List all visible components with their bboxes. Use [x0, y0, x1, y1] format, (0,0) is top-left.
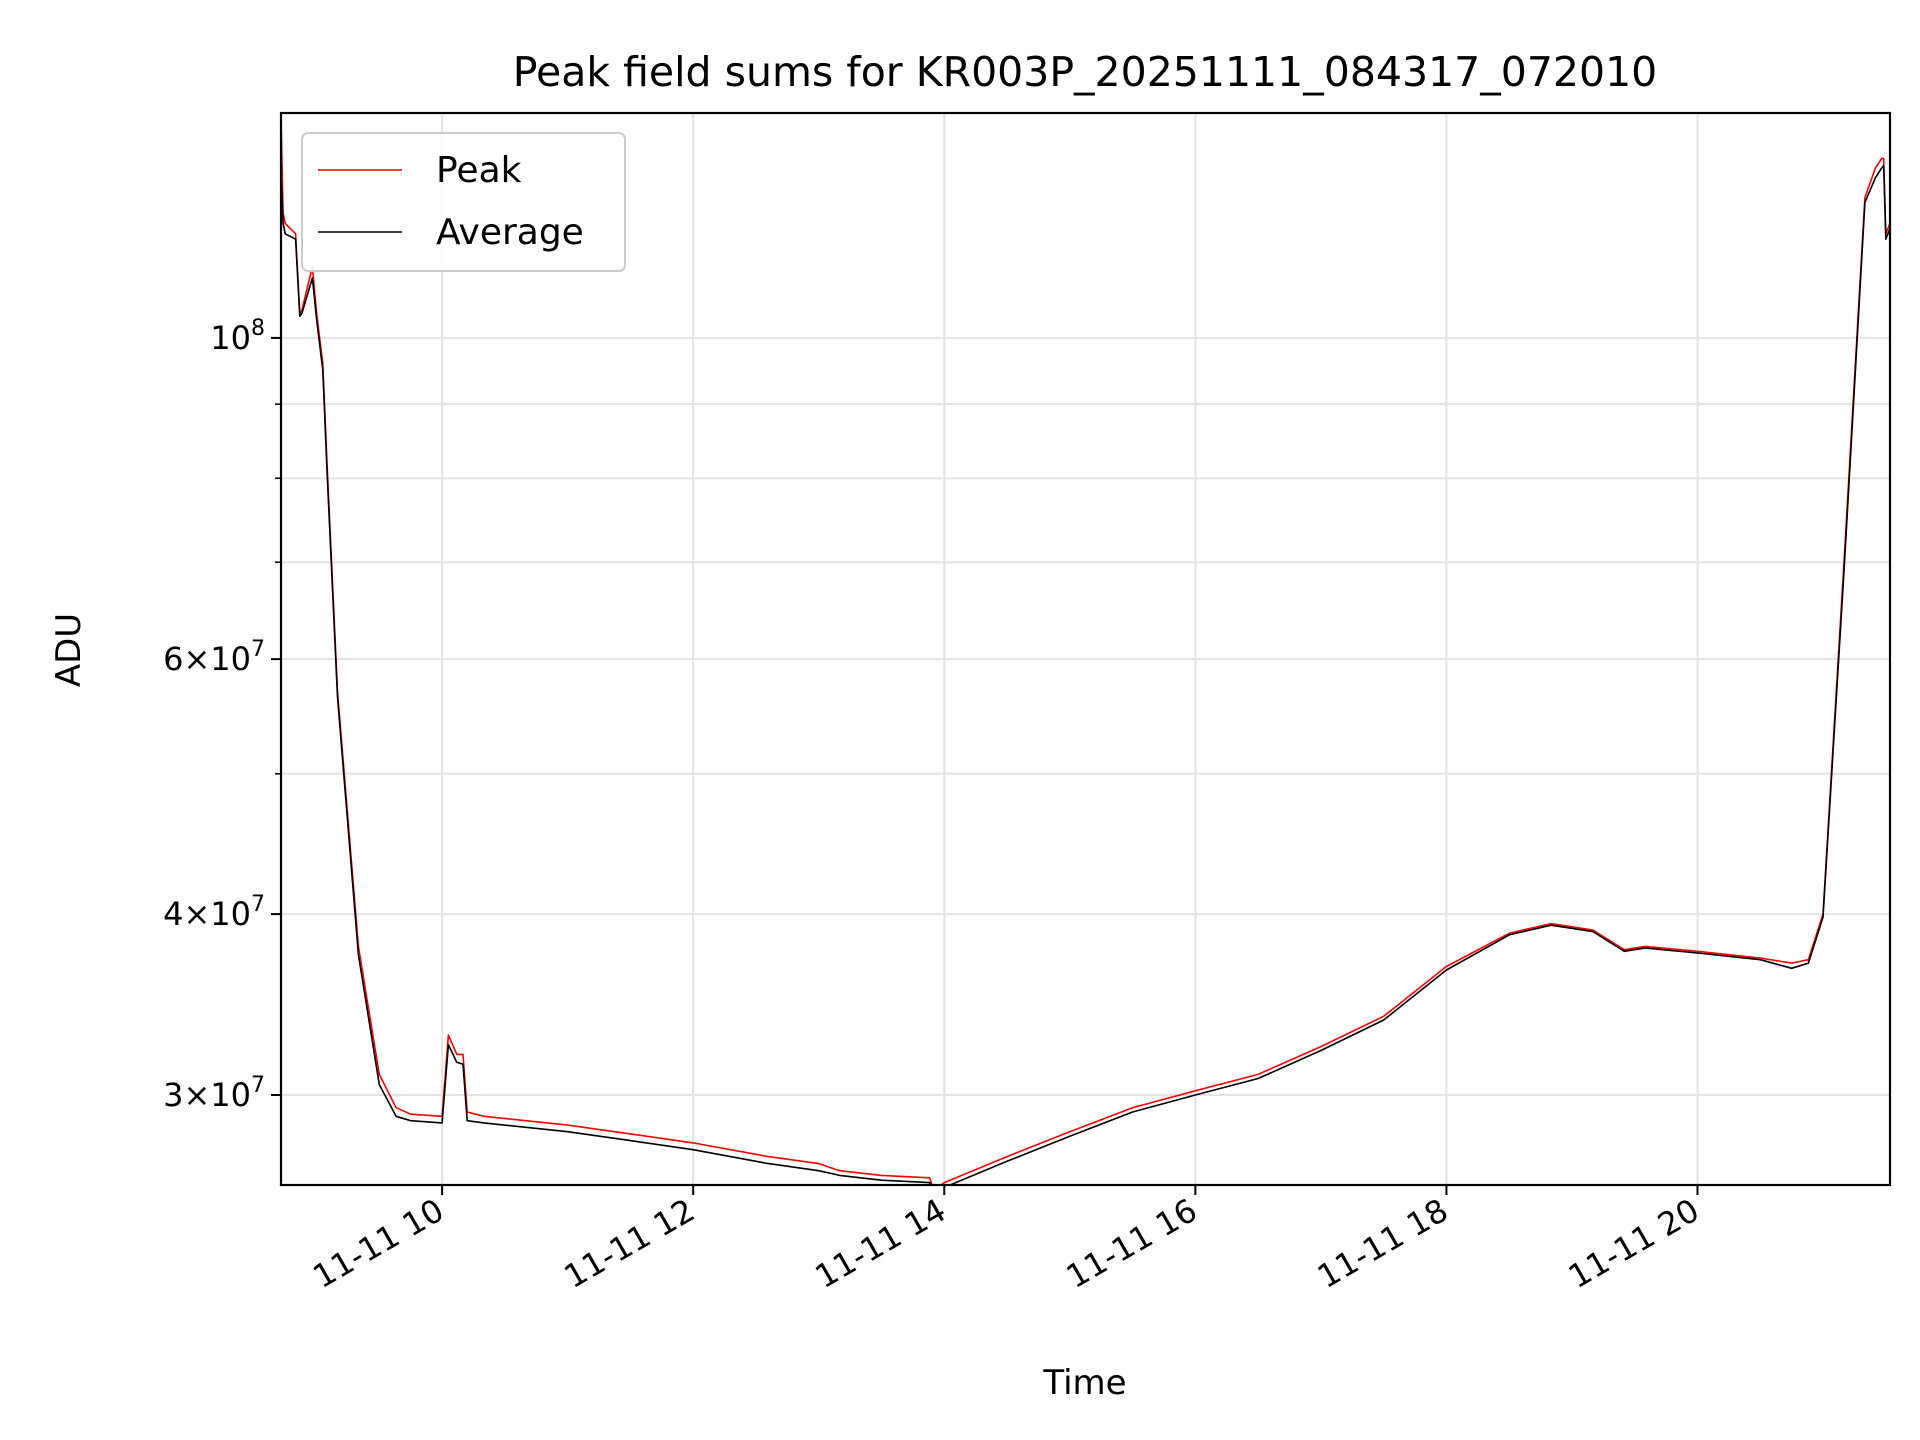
x-axis-label: Time: [1042, 1363, 1126, 1403]
y-tick-label: 3×107: [163, 1073, 265, 1114]
y-axis-ticks: 108 6×107 4×107 3×107: [163, 316, 281, 1114]
y-tick-label: 6×107: [163, 637, 265, 678]
legend-label-peak: Peak: [436, 150, 522, 191]
chart-title: Peak field sums for KR003P_20251111_0843…: [513, 48, 1658, 96]
legend-box: [301, 132, 626, 272]
y-axis-label: ADU: [49, 613, 89, 687]
legend-label-average: Average: [436, 212, 584, 253]
legend: Peak Average: [301, 132, 626, 272]
y-tick-label: 108: [210, 316, 265, 357]
plot-area-frame: [279, 111, 1892, 1187]
y-tick-label: 4×107: [163, 892, 265, 933]
grid-lines: [281, 113, 1890, 1185]
plot-lines: [281, 117, 1890, 1185]
series-line-average: [281, 164, 1890, 1185]
